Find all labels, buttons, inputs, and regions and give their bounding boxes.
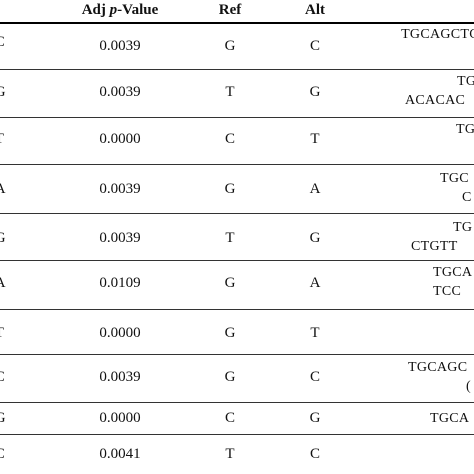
variant-cell: 'C [0, 368, 32, 386]
header-adj-prefix: Adj [81, 2, 110, 18]
header-alt: Alt [305, 2, 325, 18]
sequence-cell: TGC ACACAC [405, 72, 474, 110]
alt-cell: C [309, 369, 320, 385]
table-row: 'C 0.0039 G C TGCAGCTC [0, 23, 474, 69]
ref-cell: C [224, 410, 235, 426]
table-header: Adj p-Value Ref Alt [0, 0, 474, 22]
pvalue-cell: 0.0039 [99, 369, 141, 385]
row-divider [0, 309, 474, 310]
sequence-line: TCC [433, 284, 462, 299]
alt-cell: C [309, 38, 320, 54]
row-divider [0, 402, 474, 403]
variant-cell: 'G [0, 410, 6, 426]
table-row: 'G 0.0000 C G TGCA [0, 403, 474, 434]
table-row: 'T 0.0000 C T TG [0, 118, 474, 164]
header-rule [0, 22, 474, 24]
sequence-line: CTGTT [411, 239, 458, 254]
variant-cell: 'G [0, 84, 6, 100]
table-row: 'A 0.0039 G A TGC C [0, 165, 474, 213]
sequence-line: ( [466, 379, 471, 394]
sequence-cell: TGC C [440, 169, 474, 207]
header-value-suffix: -Value [117, 2, 159, 18]
table-row: 'A 0.0109 G A TGCA TCC [0, 261, 474, 309]
pvalue-cell: 0.0039 [99, 230, 141, 246]
variant-cell: 'T [0, 130, 32, 148]
ref-cell: G [224, 325, 236, 341]
pvalue-cell: 0.0039 [99, 84, 141, 100]
pvalue-cell: 0.0000 [99, 325, 141, 341]
row-divider [0, 69, 474, 70]
ref-cell: G [224, 369, 236, 385]
pvalue-cell: 0.0041 [99, 446, 141, 462]
sequence-cell: TG CTGTT [411, 218, 474, 256]
table-row: 'G 0.0039 T G TGC ACACAC [0, 70, 474, 117]
sequence-cell: TG [456, 120, 474, 139]
sequence-cell: TGCAGCTC [370, 25, 474, 44]
row-divider [0, 164, 474, 165]
pvalue-cell: 0.0000 [99, 131, 141, 147]
header-ref: Ref [218, 2, 242, 18]
table-row: 'T 0.0000 G T [0, 310, 474, 354]
alt-cell: T [310, 325, 320, 341]
sequence-line: TGCAGCTC [401, 27, 474, 42]
table-row: 'C 0.0041 T C [0, 435, 474, 474]
row-divider [0, 260, 474, 261]
row-divider [0, 213, 474, 214]
header-p-italic: p [109, 2, 118, 18]
ref-cell: G [224, 181, 236, 197]
pvalue-cell: 0.0039 [99, 181, 141, 197]
table-row: 'G 0.0039 T G TG CTGTT [0, 214, 474, 260]
variant-cell: 'A [0, 181, 6, 197]
pvalue-cell: 0.0109 [99, 275, 141, 291]
alt-cell: G [309, 410, 321, 426]
sequence-line: TGCAGC [408, 360, 468, 375]
variant-cell: 'C [0, 445, 32, 463]
sequence-line: TGC [440, 171, 469, 186]
variant-cell: 'C [0, 33, 32, 51]
sequence-cell: TGCA [430, 409, 474, 428]
sequence-line: TGC [457, 74, 474, 89]
pvalue-cell: 0.0000 [99, 410, 141, 426]
alt-cell: A [309, 181, 321, 197]
sequence-line: TGCA [430, 411, 470, 426]
row-divider [0, 354, 474, 355]
alt-cell: G [309, 230, 321, 246]
pvalue-cell: 0.0039 [99, 38, 141, 54]
alt-cell: T [310, 131, 320, 147]
sequence-line: ACACAC [405, 93, 466, 108]
ref-cell: G [224, 275, 236, 291]
row-divider [0, 434, 474, 435]
ref-cell: T [225, 230, 235, 246]
sequence-line: C [462, 190, 472, 205]
header-adj-p-value: Adj p-Value [60, 0, 180, 20]
table-row: 'C 0.0039 G C TGCAGC ( [0, 355, 474, 402]
sequence-line: TG [453, 220, 473, 235]
sequence-cell: TGCAGC ( [408, 358, 474, 396]
ref-cell: T [225, 84, 235, 100]
variant-cell: 'T [0, 324, 32, 342]
alt-cell: A [309, 275, 321, 291]
row-divider [0, 117, 474, 118]
ref-cell: G [224, 38, 236, 54]
sequence-line: TG [456, 122, 474, 137]
sequence-line: TGCA [433, 265, 473, 280]
alt-cell: C [309, 446, 320, 462]
variant-cell: 'A [0, 275, 6, 291]
variant-cell: 'G [0, 230, 6, 246]
alt-cell: G [309, 84, 321, 100]
sequence-cell: TGCA TCC [433, 263, 474, 301]
ref-cell: T [225, 446, 235, 462]
ref-cell: C [224, 131, 235, 147]
